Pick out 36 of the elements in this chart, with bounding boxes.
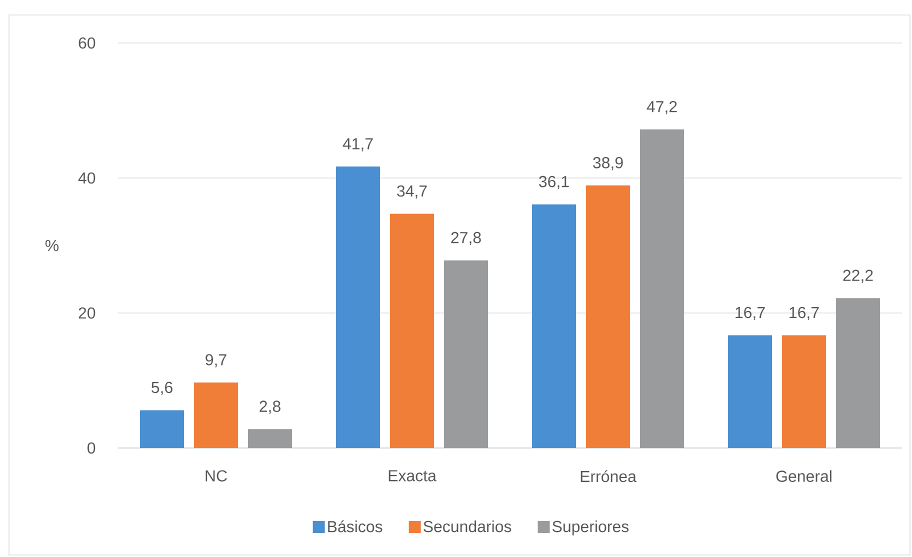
data-label: 9,7 xyxy=(206,354,226,368)
x-tick-label: General xyxy=(776,470,832,482)
bar xyxy=(728,335,772,448)
bar xyxy=(586,185,630,448)
bar xyxy=(532,204,576,448)
x-tick-label: Errónea xyxy=(580,470,636,482)
x-tick-label: NC xyxy=(206,470,227,482)
data-label: 22,2 xyxy=(843,270,873,283)
bar xyxy=(390,214,434,448)
data-label: 5,6 xyxy=(152,382,172,395)
y-tick-label: 40 xyxy=(78,172,96,184)
bar xyxy=(782,335,826,448)
data-label: 16,7 xyxy=(790,306,819,320)
bar xyxy=(336,166,380,448)
x-tick-label: Exacta xyxy=(388,470,436,482)
data-label: 36,1 xyxy=(539,176,569,190)
bar xyxy=(140,410,184,448)
data-label: 38,9 xyxy=(593,157,623,170)
bar xyxy=(836,298,880,448)
legend-label: Superiores xyxy=(552,520,629,536)
bar xyxy=(248,429,292,448)
data-label: 47,2 xyxy=(646,100,677,114)
legend-label: Secundarios xyxy=(424,520,512,532)
data-label: 34,7 xyxy=(397,185,427,199)
y-tick-label: 0 xyxy=(88,442,96,454)
bar xyxy=(444,260,488,448)
data-label: 41,7 xyxy=(342,138,373,152)
data-label: 27,8 xyxy=(451,232,481,246)
bar xyxy=(640,129,684,448)
data-label: 16,7 xyxy=(736,306,765,320)
y-tick-label: 20 xyxy=(78,307,96,319)
y-axis-title: % xyxy=(45,240,59,252)
legend-label: Básicos xyxy=(328,520,382,532)
bar xyxy=(194,382,238,448)
y-tick-label: 60 xyxy=(78,37,96,49)
data-label: 2,8 xyxy=(260,400,280,414)
